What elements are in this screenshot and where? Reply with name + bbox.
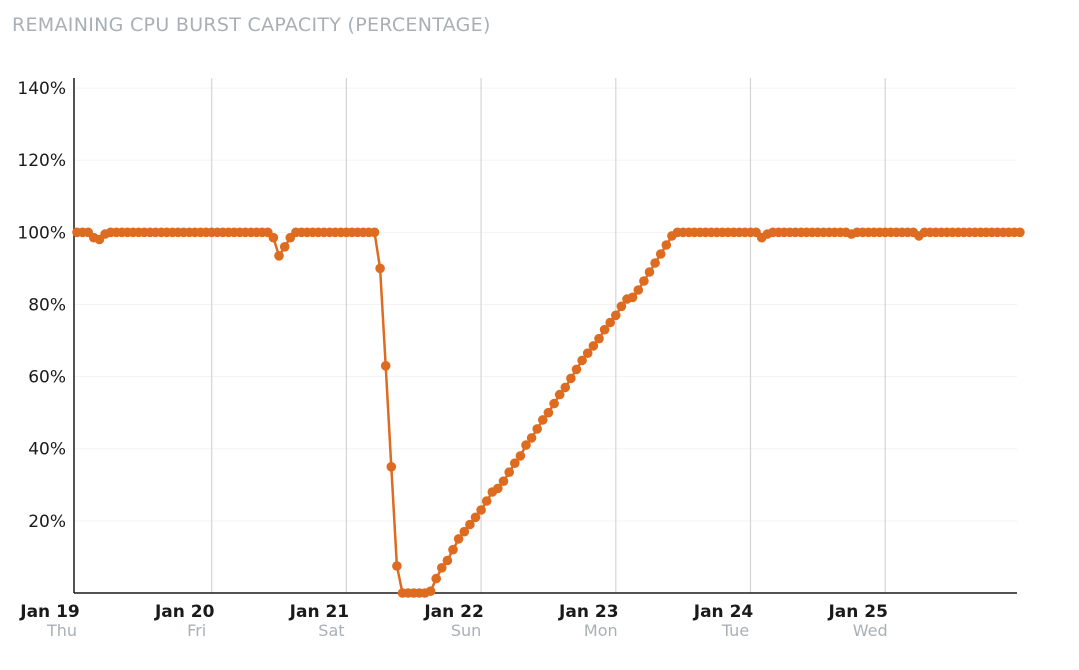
data-point [459,526,470,537]
data-point [268,232,279,243]
data-point [274,251,284,261]
data-point [526,433,537,443]
x-tick-date-label: Jan 20 [154,602,215,622]
y-tick-label: 100% [17,223,66,243]
data-point [504,467,514,478]
data-point [588,341,599,351]
data-point [616,301,627,312]
data-point [369,227,380,238]
data-point [644,267,655,277]
data-point [470,512,481,523]
series-remaining-cpu-burst [72,227,1025,598]
data-point [599,324,610,335]
data-point [448,544,458,555]
x-tick-day-label: Fri [187,621,206,640]
y-axis-ticks: 20% 40% 60% 80% 100% 120% 140% [17,79,66,532]
y-tick-label: 60% [28,368,66,388]
data-point [566,373,576,384]
data-point [510,458,520,469]
data-point [375,263,385,274]
data-point [380,361,391,371]
data-point [481,496,492,506]
x-tick-date-label: Jan 24 [693,602,754,622]
x-tick-day-label: Tue [721,621,749,640]
x-tick-day-label: Sun [451,621,481,640]
x-tick-day-label: Sat [318,621,344,640]
data-point [476,505,486,515]
y-tick-label: 40% [28,440,66,460]
data-point [577,355,587,366]
data-point [453,534,464,544]
data-point [538,415,548,425]
data-point [386,462,397,472]
data-point [633,285,644,295]
data-point [442,555,453,566]
x-tick-day-label: Mon [584,621,618,640]
data-point [437,563,447,573]
data-point [560,382,571,393]
data-point [392,561,402,571]
data-point [582,348,593,359]
data-point [594,333,604,344]
data-point [532,424,542,434]
data-point [611,310,621,321]
data-point [543,407,554,418]
data-point [661,240,672,250]
chart-grid [74,78,1017,593]
data-point [1015,227,1025,238]
data-point [639,276,649,286]
x-tick-day-label: Wed [853,621,888,640]
x-tick-date-label: Jan 23 [558,602,618,622]
data-point [521,440,531,450]
data-point [465,519,475,530]
data-point [498,476,509,487]
data-point [431,573,442,584]
chart-title: REMAINING CPU BURST CAPACITY (PERCENTAGE… [12,14,491,36]
x-tick-date-label: Jan 21 [289,602,349,622]
data-point [655,249,666,259]
x-tick-day-label: Thu [46,621,77,640]
x-tick-date-label: Jan 25 [827,602,887,622]
y-tick-label: 20% [28,512,66,532]
data-point [549,398,559,409]
data-point [425,586,436,596]
data-point [650,258,660,268]
y-tick-label: 80% [28,295,66,315]
y-tick-label: 140% [17,79,66,99]
x-tick-date-label: Jan 22 [423,602,483,622]
data-point [493,483,503,494]
x-tick-date-label: Jan 19 [19,602,79,622]
data-point [515,451,526,461]
y-tick-label: 120% [17,151,66,171]
data-point [571,364,582,375]
data-point [605,317,615,328]
data-point [554,389,565,400]
data-point [279,242,290,252]
data-point [627,292,638,303]
chart-axes [73,78,1017,594]
